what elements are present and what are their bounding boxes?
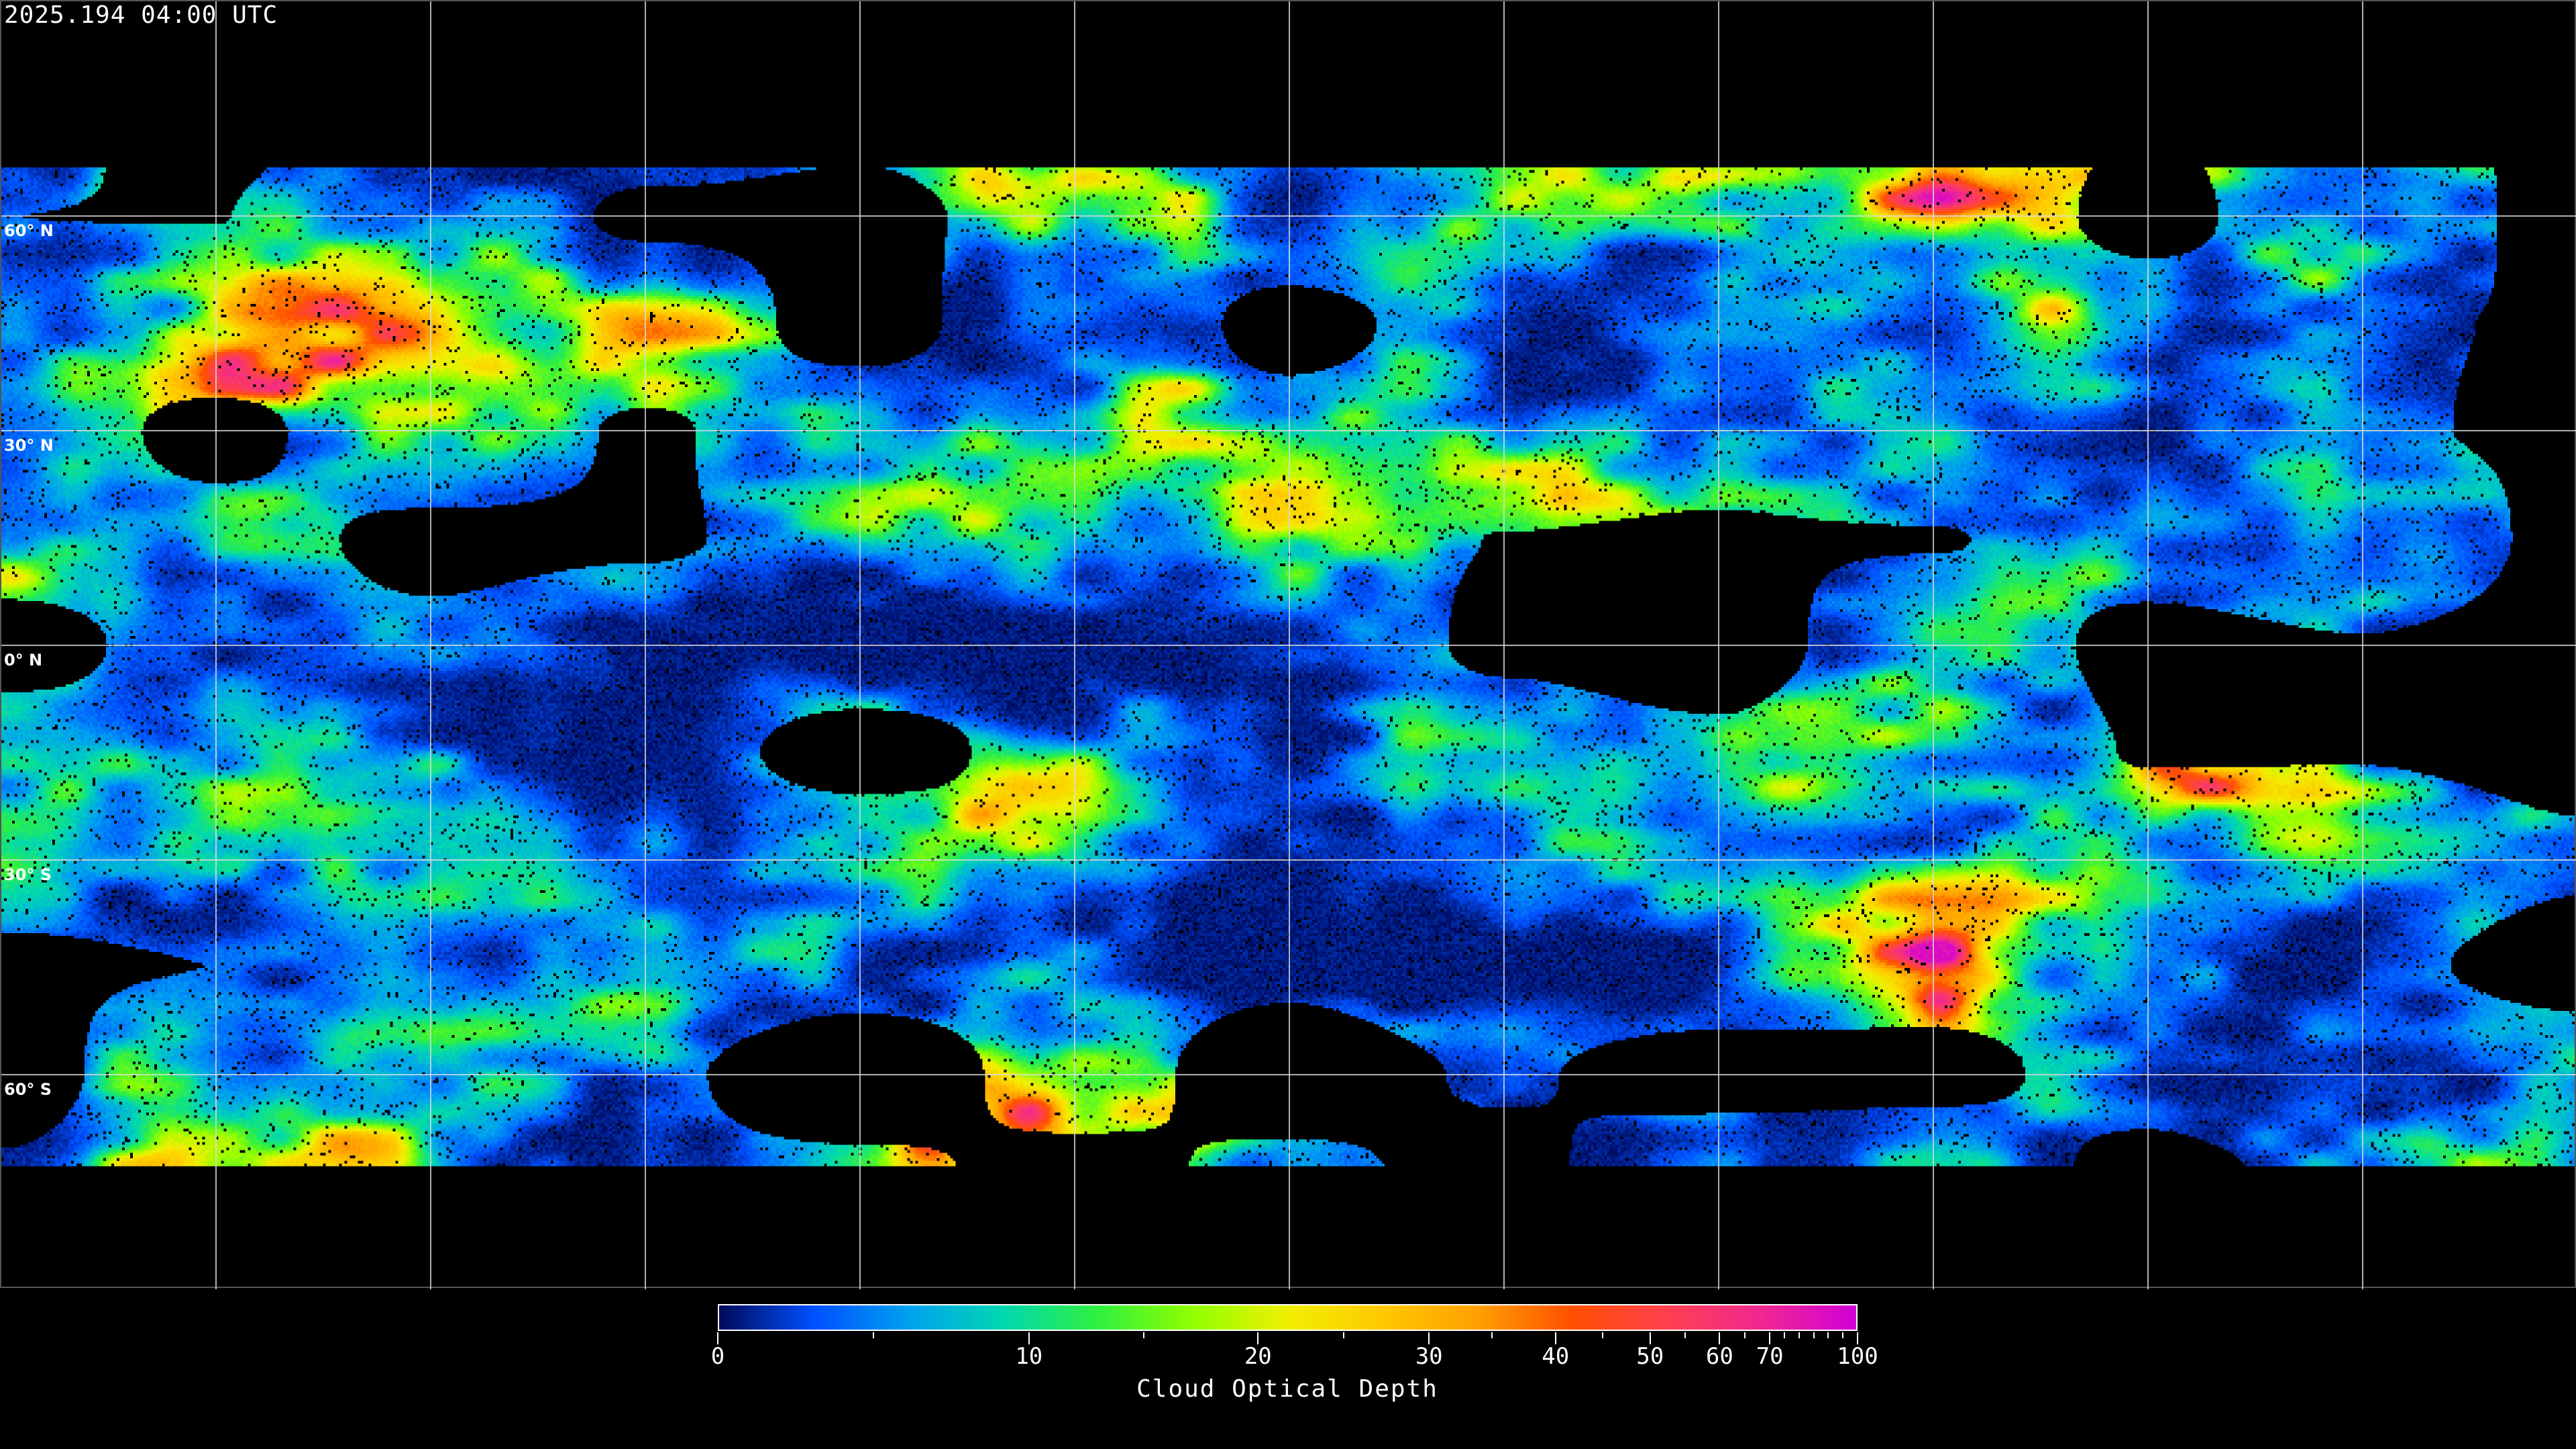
colorbar-tick-label: 10 <box>1015 1343 1043 1370</box>
colorbar-tick-label: 20 <box>1244 1343 1272 1370</box>
colorbar-minor-tick <box>1684 1332 1686 1338</box>
colorbar <box>718 1304 1858 1331</box>
colorbar-major-tick <box>1028 1332 1030 1344</box>
colorbar-minor-tick <box>1827 1332 1829 1338</box>
colorbar-tick-label: 30 <box>1415 1343 1443 1370</box>
colorbar-minor-tick <box>1813 1332 1815 1338</box>
colorbar-major-tick <box>717 1332 718 1344</box>
colorbar-tick-label: 40 <box>1542 1343 1570 1370</box>
lat-label-0n: 0° N <box>4 651 43 669</box>
colorbar-minor-tick <box>1842 1332 1844 1338</box>
lat-label-30s: 30° S <box>4 865 52 884</box>
colorbar-tick-label: 70 <box>1756 1343 1784 1370</box>
colorbar-minor-tick <box>1798 1332 1800 1338</box>
colorbar-major-tick <box>1257 1332 1259 1344</box>
colorbar-minor-tick <box>1142 1332 1144 1338</box>
cloud-optical-depth-map <box>0 0 2576 1289</box>
colorbar-major-tick <box>1554 1332 1556 1344</box>
colorbar-minor-tick <box>872 1332 874 1338</box>
colorbar-tick-label: 60 <box>1705 1343 1733 1370</box>
colorbar-minor-tick <box>1342 1332 1344 1338</box>
colorbar-tick-label: 50 <box>1636 1343 1664 1370</box>
colorbar-major-tick <box>1649 1332 1651 1344</box>
lat-label-60n: 60° N <box>4 221 54 240</box>
colorbar-label: Cloud Optical Depth <box>1136 1375 1438 1403</box>
lat-label-60s: 60° S <box>4 1080 52 1099</box>
colorbar-tick-label: 0 <box>710 1343 725 1370</box>
colorbar-minor-tick <box>1602 1332 1604 1338</box>
colorbar-major-tick <box>1719 1332 1721 1344</box>
colorbar-tick-label: 100 <box>1837 1343 1878 1370</box>
lat-label-30n: 30° N <box>4 436 54 455</box>
colorbar-minor-tick <box>1491 1332 1493 1338</box>
colorbar-major-tick <box>1428 1332 1430 1344</box>
colorbar-major-tick <box>1857 1332 1858 1344</box>
graticule <box>1 1 2576 1289</box>
colorbar-major-tick <box>1769 1332 1771 1344</box>
colorbar-minor-tick <box>1783 1332 1785 1338</box>
colorbar-minor-tick <box>1743 1332 1746 1338</box>
timestamp-title: 2025.194 04:00 UTC <box>4 1 278 29</box>
